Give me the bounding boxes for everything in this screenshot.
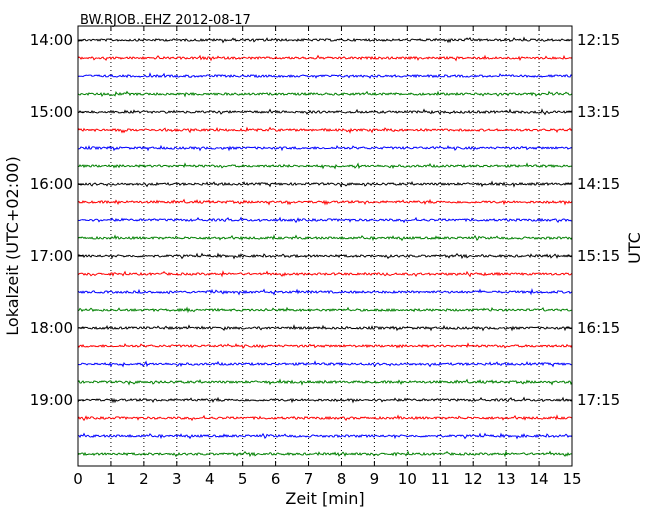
trace-line: [77, 432, 573, 440]
trace-line: [77, 108, 573, 116]
trace-line: [77, 288, 573, 296]
trace-line: [77, 144, 573, 152]
trace-line: [77, 324, 573, 332]
trace-line: [77, 378, 573, 386]
trace-line: [77, 252, 573, 260]
trace-line: [77, 90, 573, 98]
y-tick-label-left: 16:00: [30, 175, 73, 193]
x-tick-label: 4: [205, 470, 215, 488]
x-tick-label: 13: [497, 470, 516, 488]
trace-line: [77, 306, 573, 314]
trace-line: [77, 360, 573, 368]
y-tick-label-left: 18:00: [30, 319, 73, 337]
x-tick-label: 12: [464, 470, 483, 488]
trace-line: [77, 36, 573, 44]
trace-line: [77, 234, 573, 242]
seismic-traces: [77, 36, 573, 458]
x-tick-label: 3: [172, 470, 182, 488]
y-axis-label-right: UTC: [625, 232, 644, 264]
y-tick-label-right: 12:15: [577, 31, 620, 49]
trace-line: [77, 216, 573, 224]
y-tick-label-left: 17:00: [30, 247, 73, 265]
trace-line: [77, 72, 573, 79]
trace-line: [77, 396, 573, 404]
x-tick-label: 9: [370, 470, 380, 488]
left-y-axis: 14:00 15:00 16:00 17:00 18:00 19:00: [30, 31, 84, 409]
trace-line: [77, 450, 573, 458]
x-tick-label: 1: [106, 470, 116, 488]
x-axis-label: Zeit [min]: [285, 489, 364, 508]
y-tick-label-left: 15:00: [30, 103, 73, 121]
x-tick-label: 0: [73, 470, 83, 488]
y-tick-label-right: 17:15: [577, 391, 620, 409]
y-tick-label-right: 13:15: [577, 103, 620, 121]
chart-title: BW.RJOB..EHZ 2012-08-17: [80, 13, 251, 28]
y-axis-label-left: Lokalzeit (UTC+02:00): [3, 156, 22, 335]
trace-line: [77, 126, 573, 134]
y-tick-label-left: 19:00: [30, 391, 73, 409]
y-tick-label-right: 15:15: [577, 247, 620, 265]
x-axis: 0 1 2 3 4 5 6 7 8 9 10 11 12 13 14 15: [73, 26, 582, 488]
y-tick-label-left: 14:00: [30, 31, 73, 49]
x-tick-label: 10: [398, 470, 417, 488]
trace-line: [77, 414, 573, 422]
x-tick-label: 2: [139, 470, 149, 488]
trace-line: [77, 342, 573, 349]
y-tick-label-right: 14:15: [577, 175, 620, 193]
plot-frame: [77, 25, 573, 467]
trace-line: [77, 54, 573, 62]
trace-line: [77, 180, 573, 188]
y-tick-label-right: 16:15: [577, 319, 620, 337]
x-tick-label: 14: [530, 470, 549, 488]
trace-line: [77, 270, 573, 278]
vertical-grid: [110, 26, 540, 466]
x-tick-label: 11: [431, 470, 450, 488]
trace-line: [77, 162, 573, 170]
x-tick-label: 7: [304, 470, 314, 488]
x-tick-label: 8: [337, 470, 347, 488]
x-tick-label: 5: [238, 470, 248, 488]
x-tick-label: 6: [271, 470, 281, 488]
trace-line: [77, 198, 573, 206]
right-y-axis: 12:15 13:15 14:15 15:15 16:15 17:15: [566, 31, 620, 409]
x-tick-label: 15: [562, 470, 581, 488]
